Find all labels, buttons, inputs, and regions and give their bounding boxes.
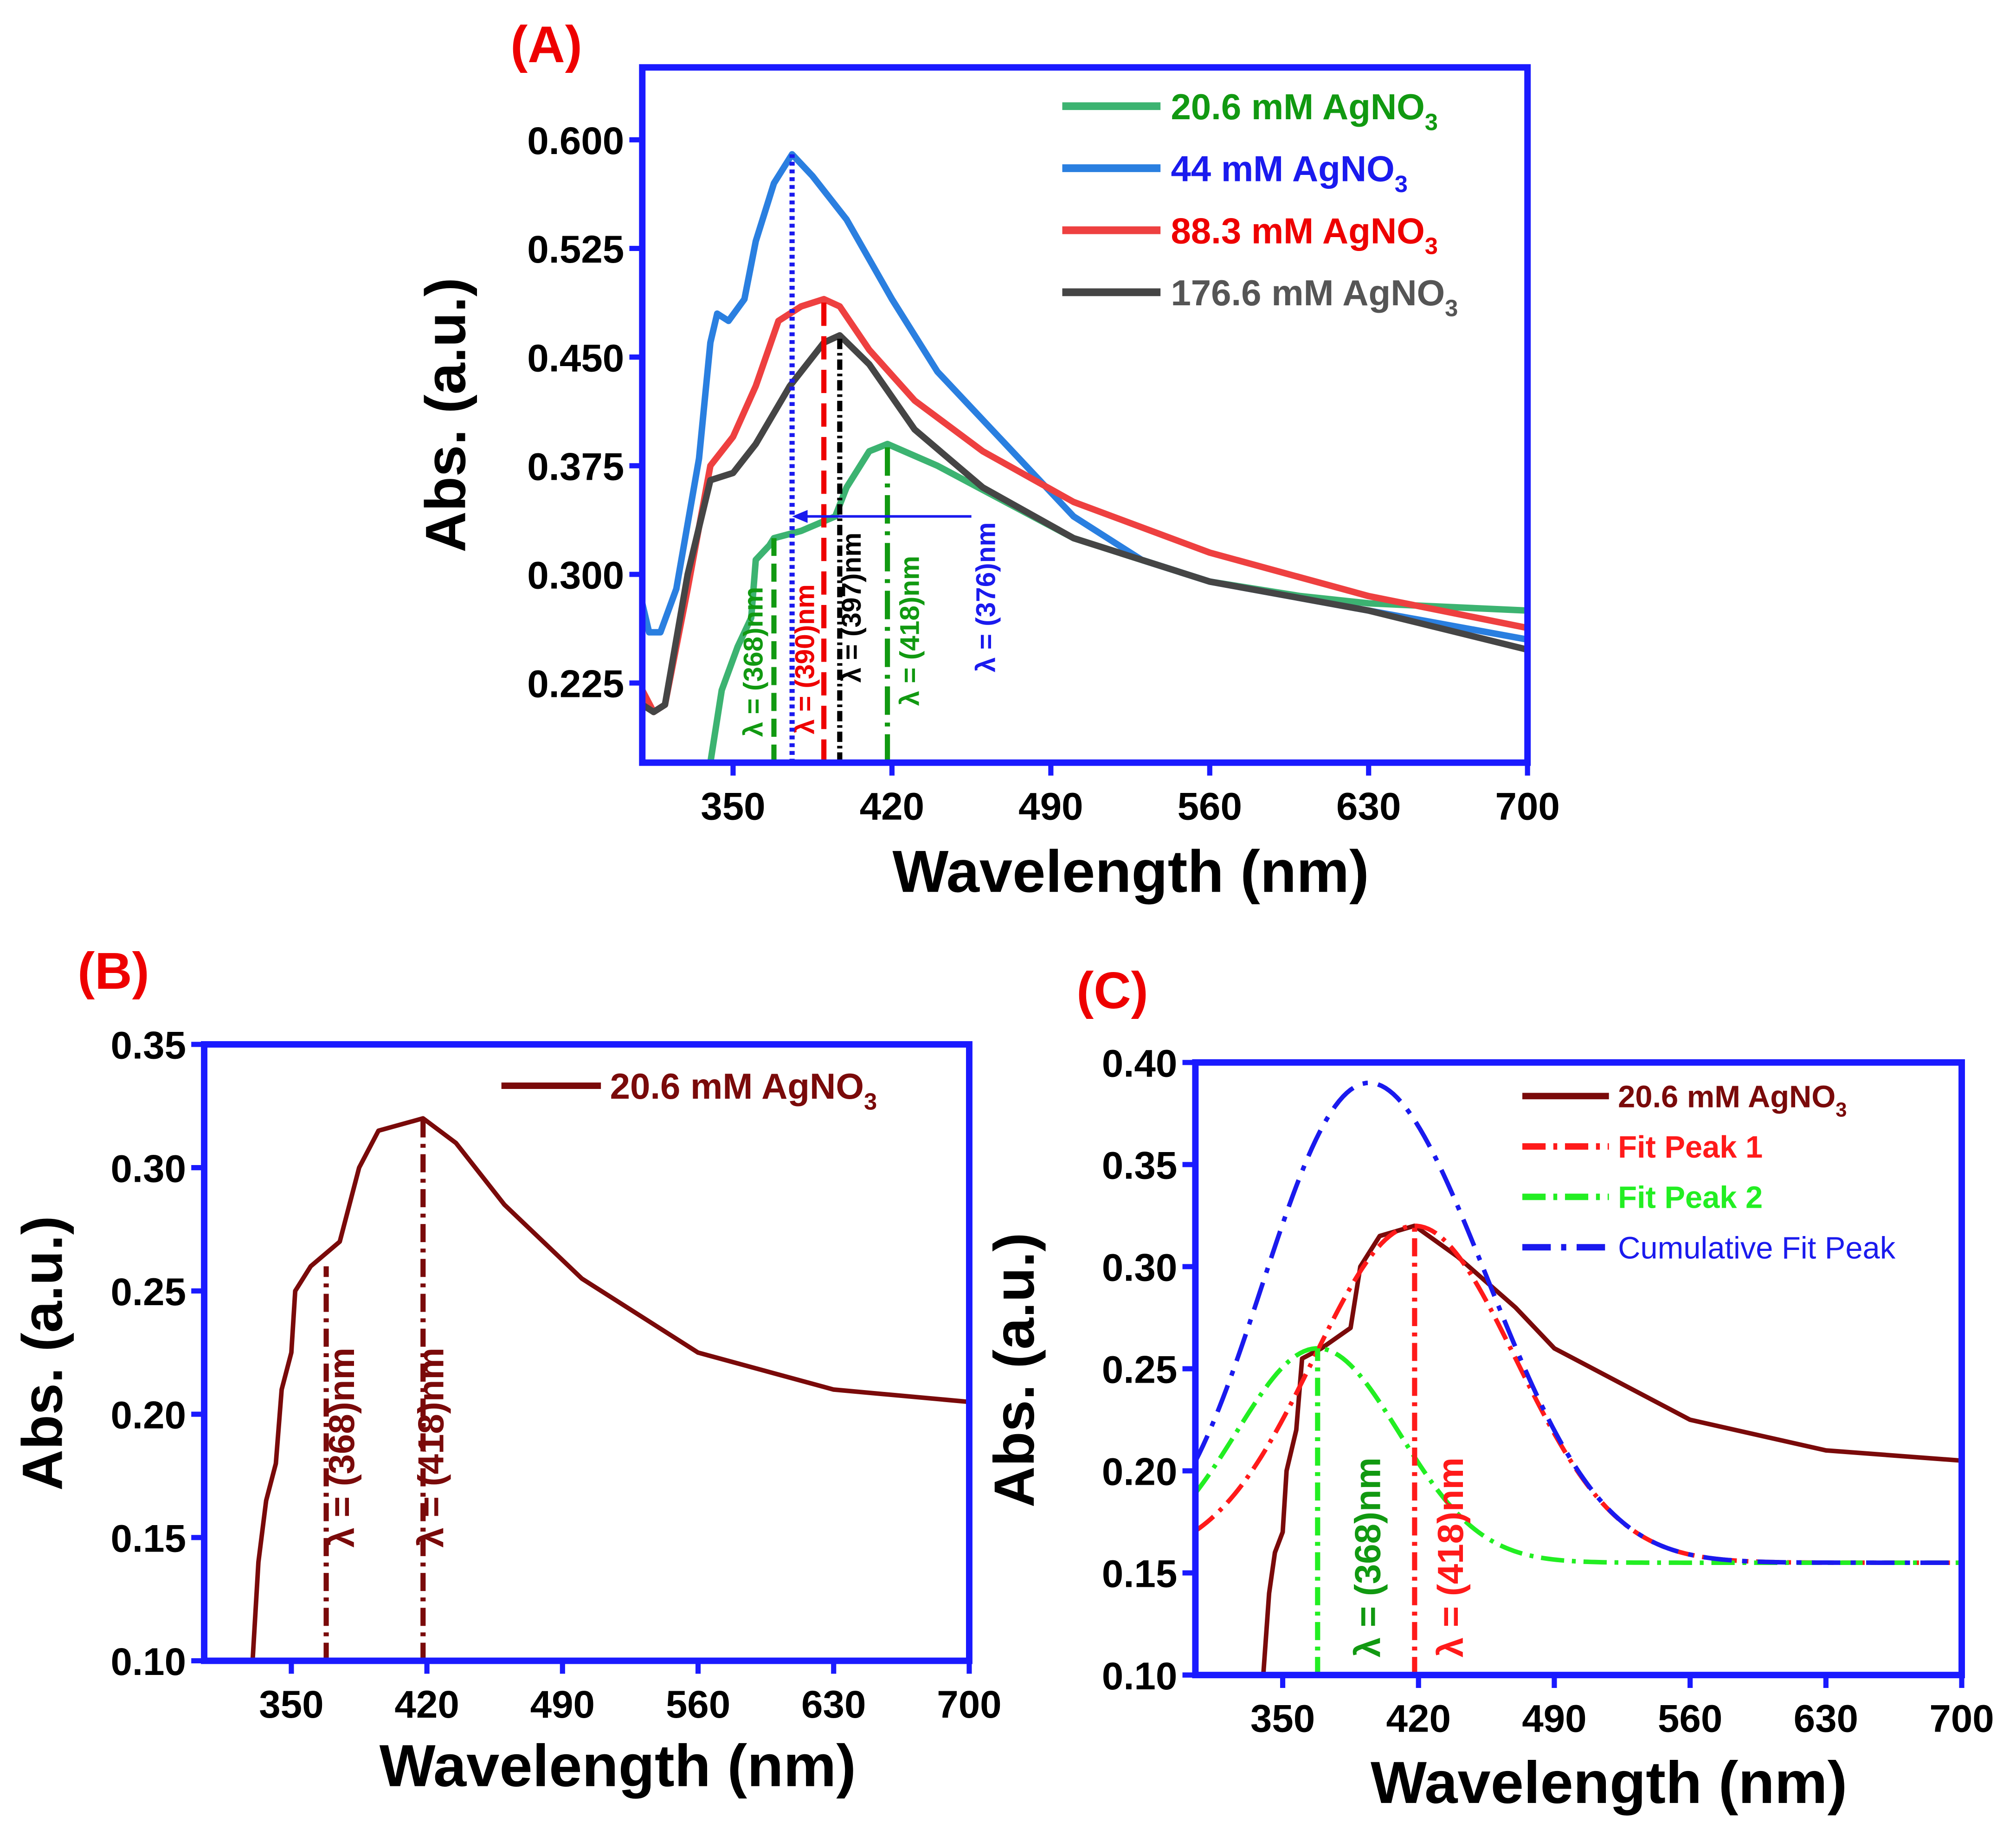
plot-frame: [201, 1041, 973, 1664]
peak-label: λ = (368)nm: [738, 587, 768, 737]
panel-label: (C): [1076, 961, 1148, 1019]
panel-C: 20.6 mM AgNO3 Fit Peak 1 Fit Peak 2 Cumulat…: [982, 961, 1994, 1816]
x-axis-label: Wavelength (nm): [380, 1733, 856, 1799]
legend-text: 176.6 mM AgNO: [1171, 272, 1445, 313]
y-tick-label: 0.225: [527, 662, 624, 706]
y-tick-label: 0.25: [1102, 1348, 1178, 1391]
x-tick-label: 420: [1386, 1697, 1451, 1740]
y-tick-label: 0.525: [527, 227, 624, 271]
series-line-2: [1195, 1224, 1960, 1565]
x-tick-label: 490: [1018, 784, 1083, 828]
x-tick-label: 630: [801, 1682, 866, 1726]
peak-label: λ = (418)nm: [895, 556, 925, 706]
x-axis-label: Wavelength (nm): [1371, 1750, 1847, 1816]
legend-label: Fit Peak 1: [1618, 1130, 1763, 1165]
arrow-head-icon: [792, 510, 808, 523]
legend-label: 20.6 mM AgNO3: [1618, 1079, 1847, 1121]
x-tick-label: 490: [530, 1682, 595, 1726]
y-tick-label: 0.20: [110, 1393, 186, 1437]
legend-label: Cumulative Fit Peak: [1618, 1230, 1896, 1265]
y-tick-label: 0.30: [1102, 1246, 1178, 1289]
y-tick-label: 0.600: [527, 119, 624, 162]
x-tick-label: 490: [1522, 1697, 1586, 1740]
legend-text: Cumulative Fit Peak: [1618, 1230, 1896, 1265]
y-tick-label: 0.300: [527, 554, 624, 597]
series-line-1: [1261, 1224, 1962, 1675]
y-tick-label: 0.20: [1102, 1450, 1178, 1494]
legend-text: 44 mM AgNO: [1171, 148, 1394, 189]
panel-label: (B): [77, 942, 149, 1000]
y-tick-label: 0.450: [527, 336, 624, 380]
x-tick-label: 560: [666, 1682, 730, 1726]
legend-label: 20.6 mM AgNO3: [1171, 86, 1438, 135]
y-axis-label: Abs. (a.u.): [414, 277, 477, 552]
x-tick-label: 350: [259, 1682, 323, 1726]
x-tick-label: 420: [860, 784, 924, 828]
legend-label: 88.3 mM AgNO3: [1171, 210, 1438, 259]
x-tick-label: 630: [1336, 784, 1401, 828]
y-axis-label: Abs. (a.u.): [11, 1216, 74, 1490]
legend-subscript: 3: [1395, 171, 1408, 197]
x-axis-label: Wavelength (nm): [892, 838, 1369, 905]
legend-text: Fit Peak 2: [1618, 1180, 1763, 1215]
legend-subscript: 3: [1836, 1099, 1847, 1121]
x-tick-label: 350: [701, 784, 765, 828]
panel-B: 20.6 mM AgNO3 λ = (368)nm λ = (418)nm 350 42…: [11, 942, 1002, 1799]
legend-label: 20.6 mM AgNO3: [610, 1066, 877, 1114]
peak-label: λ = (397)nm: [837, 533, 867, 683]
legend-label: 44 mM AgNO3: [1171, 148, 1408, 197]
peak-label: λ = (368)nm: [1347, 1457, 1388, 1657]
legend-subscript: 3: [1425, 109, 1438, 135]
x-tick-label: 350: [1250, 1697, 1315, 1740]
legend-subscript: 3: [1445, 295, 1458, 321]
y-axis-label: Abs. (a.u.): [982, 1233, 1046, 1507]
legend-text: 20.6 mM AgNO: [610, 1066, 864, 1107]
legend-text: 88.3 mM AgNO: [1171, 210, 1424, 251]
x-tick-label: 560: [1658, 1697, 1722, 1740]
y-tick-label: 0.35: [1102, 1144, 1178, 1187]
y-tick-label: 0.35: [110, 1024, 186, 1067]
x-tick-label: 630: [1794, 1697, 1858, 1740]
legend-text: Fit Peak 1: [1618, 1130, 1763, 1165]
y-tick-label: 0.25: [110, 1270, 186, 1314]
legend-text: 20.6 mM AgNO: [1171, 86, 1424, 127]
y-tick-label: 0.10: [1102, 1654, 1178, 1698]
series-line-2: [642, 151, 1528, 643]
legend-subscript: 3: [864, 1088, 877, 1115]
y-tick-label: 0.30: [110, 1146, 186, 1190]
series-line-4: [1195, 1080, 1960, 1565]
y-tick-label: 0.10: [110, 1640, 186, 1683]
legend-subscript: 3: [1425, 233, 1438, 259]
x-tick-label: 560: [1178, 784, 1242, 828]
x-tick-label: 420: [394, 1682, 459, 1726]
peak-label: λ = (418)nm: [1430, 1457, 1471, 1657]
series-line-3: [1195, 1346, 1960, 1565]
y-tick-label: 0.15: [1102, 1552, 1178, 1596]
x-tick-label: 700: [1929, 1697, 1994, 1740]
y-tick-label: 0.15: [110, 1516, 186, 1560]
legend-text: 20.6 mM AgNO: [1618, 1079, 1836, 1114]
peak-label: λ = (376)nm: [971, 522, 1001, 672]
panel-label: (A): [510, 15, 582, 73]
x-tick-label: 700: [937, 1682, 1001, 1726]
y-tick-label: 0.40: [1102, 1042, 1178, 1085]
peak-label: λ = (390)nm: [790, 584, 820, 734]
peak-label: λ = (368)nm: [321, 1347, 362, 1547]
plot-frame: [639, 64, 1531, 766]
series-line-1: [250, 1116, 969, 1661]
y-tick-label: 0.375: [527, 444, 624, 488]
legend-label: Fit Peak 2: [1618, 1180, 1763, 1215]
peak-label: λ = (418)nm: [410, 1347, 451, 1547]
x-tick-label: 700: [1495, 784, 1559, 828]
legend-label: 176.6 mM AgNO3: [1171, 272, 1458, 321]
